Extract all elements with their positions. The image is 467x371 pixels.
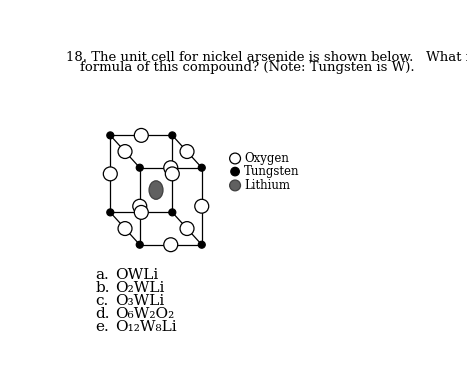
Circle shape <box>136 164 143 171</box>
Ellipse shape <box>149 181 163 199</box>
Circle shape <box>165 167 179 181</box>
Text: O₆W₂O₂: O₆W₂O₂ <box>115 307 174 321</box>
Circle shape <box>118 145 132 158</box>
Circle shape <box>180 145 194 158</box>
Text: O₁₂W₈Li: O₁₂W₈Li <box>115 320 177 334</box>
Text: O₂WLi: O₂WLi <box>115 281 164 295</box>
Circle shape <box>198 164 205 171</box>
Circle shape <box>107 132 114 139</box>
Circle shape <box>164 161 178 175</box>
Text: a.: a. <box>96 268 109 282</box>
Text: e.: e. <box>96 320 109 334</box>
Circle shape <box>134 128 149 142</box>
Circle shape <box>231 167 240 176</box>
Circle shape <box>103 167 117 181</box>
Circle shape <box>107 209 114 216</box>
Text: O₃WLi: O₃WLi <box>115 294 164 308</box>
Ellipse shape <box>230 180 241 191</box>
Circle shape <box>180 221 194 236</box>
Text: OWLi: OWLi <box>115 268 158 282</box>
Circle shape <box>164 238 178 252</box>
Text: Tungsten: Tungsten <box>244 165 300 178</box>
Circle shape <box>133 199 147 213</box>
Circle shape <box>198 241 205 248</box>
Circle shape <box>136 241 143 248</box>
Circle shape <box>134 206 149 219</box>
Text: b.: b. <box>96 281 110 295</box>
Circle shape <box>230 153 241 164</box>
Text: 18. The unit cell for nickel arsenide is shown below.   What is the: 18. The unit cell for nickel arsenide is… <box>66 51 467 64</box>
Text: d.: d. <box>96 307 110 321</box>
Text: c.: c. <box>96 294 109 308</box>
Circle shape <box>118 221 132 236</box>
Circle shape <box>169 132 176 139</box>
Text: Lithium: Lithium <box>244 179 290 192</box>
Text: Oxygen: Oxygen <box>244 152 289 165</box>
Circle shape <box>169 209 176 216</box>
Circle shape <box>195 199 209 213</box>
Text: formula of this compound? (Note: Tungsten is W).: formula of this compound? (Note: Tungste… <box>80 62 415 75</box>
